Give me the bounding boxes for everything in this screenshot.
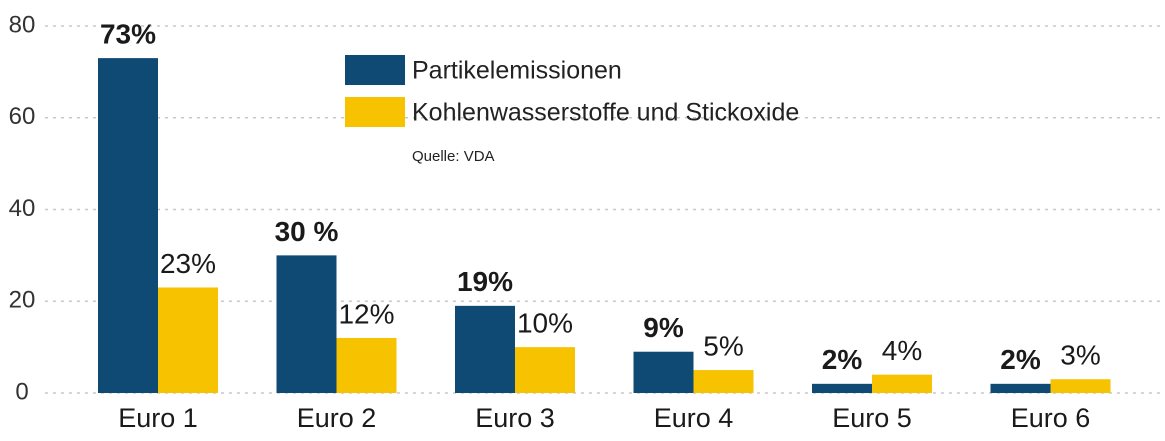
legend-swatch: [345, 55, 405, 85]
x-tick-label: Euro 3: [475, 403, 555, 433]
source: Quelle: VDA: [412, 148, 495, 165]
legend-label: Partikelemissionen: [412, 57, 622, 85]
value-label: 73%: [100, 19, 156, 50]
x-tick-label: Euro 2: [297, 403, 377, 433]
bar: [990, 383, 1051, 393]
bar: [693, 370, 754, 393]
value-label: 12%: [338, 298, 394, 329]
y-tick-label: 20: [9, 287, 36, 314]
value-label: 10%: [517, 308, 573, 339]
legend-label: Kohlenwasserstoffe und Stickoxide: [412, 99, 799, 127]
bar: [872, 374, 932, 393]
value-label: 23%: [160, 248, 216, 279]
value-label: 3%: [1060, 340, 1100, 371]
bar: [336, 337, 397, 393]
legend-swatch: [345, 97, 405, 127]
bar: [455, 305, 515, 393]
bar: [633, 351, 694, 393]
value-label: 19%: [457, 266, 513, 297]
bar: [1050, 379, 1111, 393]
x-tick-label: Euro 6: [1011, 403, 1091, 433]
value-label: 30 %: [275, 216, 339, 247]
bar: [98, 58, 158, 394]
x-tick-label: Euro 5: [832, 403, 912, 433]
value-label: 2%: [1000, 344, 1041, 375]
bar: [515, 347, 575, 393]
bar: [276, 255, 337, 393]
y-tick-label: 60: [9, 103, 36, 130]
value-label: 9%: [643, 312, 684, 343]
x-tick-label: Euro 4: [654, 403, 734, 433]
bar: [158, 287, 218, 393]
value-label: 4%: [882, 335, 922, 366]
value-label: 5%: [703, 330, 743, 361]
y-tick-label: 40: [9, 195, 36, 222]
y-tick-label: 80: [9, 11, 36, 38]
value-label: 2%: [822, 344, 863, 375]
x-tick-label: Euro 1: [118, 403, 198, 433]
bar: [812, 383, 872, 393]
y-tick-label: 0: [15, 378, 28, 405]
